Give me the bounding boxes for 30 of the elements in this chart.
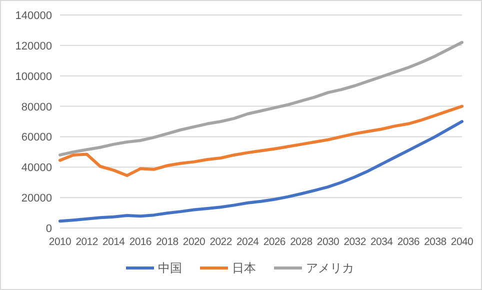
x-tick-label: 2016 (129, 236, 152, 248)
x-tick-label: 2028 (290, 236, 313, 248)
line-series (58, 120, 464, 223)
x-tick-label: 2020 (182, 236, 206, 248)
y-tick-label: 140000 (15, 10, 52, 22)
line-series (58, 104, 464, 178)
x-tick-label: 2014 (102, 236, 126, 248)
x-tick-label: 2010 (48, 236, 72, 248)
x-tick-label: 2022 (210, 236, 232, 248)
x-tick-label: 2030 (316, 236, 340, 248)
y-tick-label: 20000 (21, 192, 52, 205)
x-tick-label: 2018 (156, 236, 179, 248)
y-tick-label: 80000 (21, 101, 52, 114)
y-tick-label: 100000 (15, 70, 52, 83)
x-tick-label: 2026 (263, 236, 286, 248)
x-tick-label: 2038 (424, 236, 447, 248)
legend-label: アメリカ (306, 261, 354, 275)
y-tick-label: 40000 (21, 162, 52, 174)
line-series (58, 40, 464, 156)
x-tick-label: 2034 (370, 236, 394, 248)
y-tick-label: 120000 (15, 40, 52, 52)
legend-label: 日本 (232, 261, 256, 275)
legend-label: 中国 (158, 261, 182, 275)
x-tick-label: 2032 (344, 236, 366, 248)
x-tick-label: 2036 (397, 236, 420, 248)
x-tick-label: 2040 (450, 236, 474, 248)
y-tick-label: 60000 (21, 132, 52, 144)
x-tick-label: 2012 (76, 236, 98, 248)
x-tick-label: 2024 (236, 236, 260, 248)
y-tick-label: 0 (46, 223, 52, 235)
